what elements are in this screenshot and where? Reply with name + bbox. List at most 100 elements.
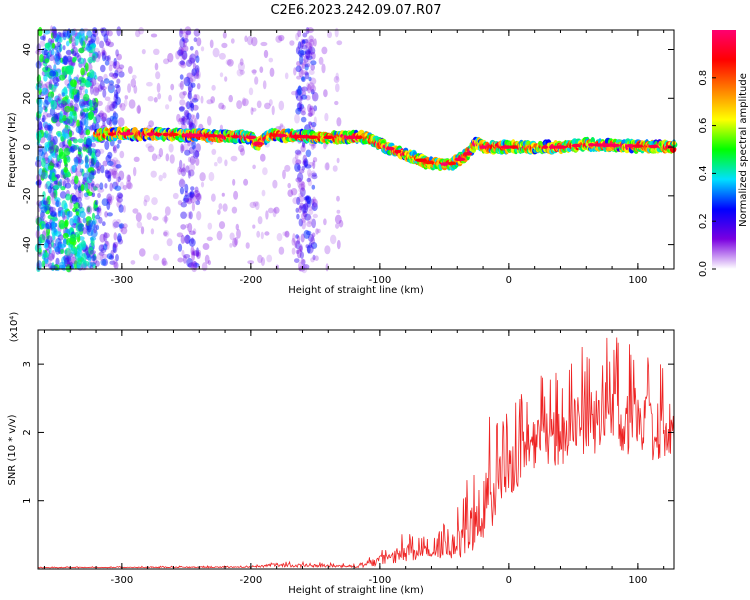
heatmap-cell xyxy=(95,159,100,169)
heatmap-cell xyxy=(299,251,304,259)
heatmap-cell xyxy=(191,263,198,273)
heatmap-cell xyxy=(184,111,190,121)
heatmap-cell xyxy=(336,209,341,214)
heatmap-cell xyxy=(99,40,105,49)
heatmap-cell xyxy=(86,46,93,51)
heatmap-cell xyxy=(216,230,223,241)
heatmap-cell xyxy=(251,36,258,47)
heatmap-cell xyxy=(196,192,202,202)
heatmap-cell xyxy=(295,207,299,213)
heatmap-cell xyxy=(310,60,317,66)
heatmap-cell xyxy=(156,154,162,160)
heatmap-cell xyxy=(648,144,659,149)
heatmap-cell xyxy=(96,168,101,174)
heatmap-cell xyxy=(88,158,93,163)
heatmap-cell xyxy=(298,69,304,78)
heatmap-cell xyxy=(282,169,286,180)
heatmap-cell xyxy=(104,60,110,66)
heatmap-cell xyxy=(93,101,99,111)
heatmap-cell xyxy=(294,153,299,161)
heatmap-cell xyxy=(184,197,191,204)
heatmap-cell xyxy=(187,90,192,100)
heatmap-cell xyxy=(50,158,55,164)
heatmap-cell xyxy=(239,69,245,75)
heatmap-cell xyxy=(35,155,42,162)
heatmap-cell xyxy=(93,97,99,108)
heatmap-cell xyxy=(87,56,94,64)
heatmap-cell xyxy=(298,100,303,110)
heatmap-cell xyxy=(189,102,195,109)
heatmap-cell xyxy=(92,97,96,105)
heatmap-cell xyxy=(77,146,83,153)
heatmap-cell xyxy=(311,198,315,206)
heatmap-cell xyxy=(180,224,187,230)
y-tick-label: 40 xyxy=(22,43,33,56)
heatmap-cell xyxy=(187,82,193,93)
heatmap-cell xyxy=(99,233,106,243)
heatmap-cell xyxy=(50,32,55,39)
heatmap-cell xyxy=(257,254,263,264)
heatmap-cell xyxy=(182,163,186,173)
heatmap-cell xyxy=(310,84,317,93)
heatmap-cell xyxy=(218,102,225,110)
heatmap-cell xyxy=(93,203,99,211)
heatmap-cell xyxy=(71,50,77,57)
heatmap-cell xyxy=(42,191,46,199)
heatmap-cell xyxy=(48,83,54,91)
heatmap-cell xyxy=(195,253,199,258)
heatmap-cell xyxy=(135,29,141,38)
heatmap-cell xyxy=(79,168,84,173)
heatmap-cell xyxy=(92,55,96,61)
heatmap-cell xyxy=(51,30,57,39)
heatmap-cell xyxy=(209,39,214,49)
heatmap-cell xyxy=(287,182,292,189)
heatmap-cell xyxy=(45,65,49,71)
heatmap-cell xyxy=(279,123,284,128)
heatmap-cell xyxy=(82,146,87,152)
heatmap-cell xyxy=(304,164,312,169)
heatmap-cell xyxy=(112,144,118,154)
heatmap-cell xyxy=(333,76,340,83)
heatmap-cell xyxy=(188,106,193,111)
heatmap-cell xyxy=(57,210,62,218)
heatmap-cell xyxy=(115,84,121,95)
heatmap-cell xyxy=(177,49,184,56)
heatmap-cell xyxy=(191,249,198,256)
heatmap-cell xyxy=(207,222,213,230)
snr-y-multiplier: (x10⁴) xyxy=(9,312,20,343)
heatmap-cell xyxy=(58,261,66,269)
heatmap-cell xyxy=(72,138,78,144)
heatmap-cell xyxy=(182,143,189,152)
heatmap-cell xyxy=(308,206,313,211)
heatmap-cell xyxy=(300,41,304,50)
heatmap-cell xyxy=(262,167,268,176)
heatmap-cell xyxy=(189,46,194,51)
colorbar-gradient xyxy=(712,30,736,269)
heatmap-cell xyxy=(250,107,254,115)
heatmap-cell xyxy=(92,86,100,97)
heatmap-cell xyxy=(179,60,185,65)
heatmap-cell xyxy=(148,120,155,128)
heatmap-cell xyxy=(307,103,312,113)
heatmap-cell xyxy=(44,122,48,131)
heatmap-cell xyxy=(73,102,79,113)
heatmap-cell xyxy=(52,76,59,84)
heatmap-cell xyxy=(317,228,321,234)
heatmap-cell xyxy=(122,205,126,213)
heatmap-cell xyxy=(218,52,226,60)
heatmap-cell xyxy=(177,200,183,206)
heatmap-cell xyxy=(90,85,94,95)
heatmap-cell xyxy=(150,33,158,38)
heatmap-cell xyxy=(43,49,49,56)
heatmap-cell xyxy=(177,257,184,263)
heatmap-cell xyxy=(118,223,125,229)
heatmap-cell xyxy=(330,234,337,245)
heatmap-cell xyxy=(44,124,51,131)
heatmap-cell xyxy=(300,38,305,48)
heatmap-cell xyxy=(62,55,69,66)
heatmap-cell xyxy=(101,50,108,60)
heatmap-cell xyxy=(311,232,316,238)
heatmap-cell xyxy=(105,38,111,46)
heatmap-cell xyxy=(265,210,269,220)
